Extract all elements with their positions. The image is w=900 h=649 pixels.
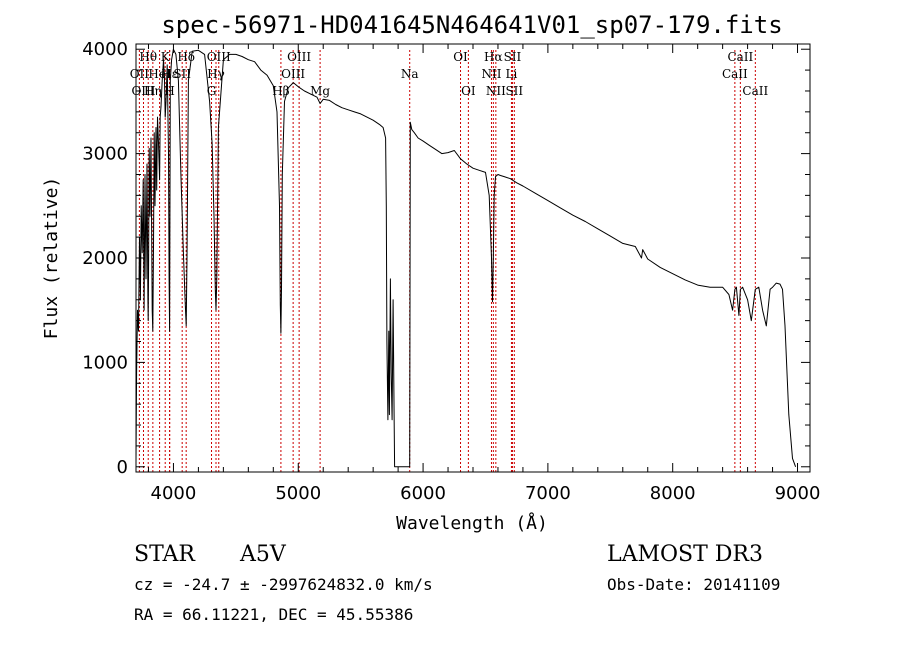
object-class: STAR: [134, 542, 196, 567]
spectral-line-label: SII: [504, 50, 522, 64]
survey-name: LAMOST DR3: [607, 542, 763, 567]
x-tick-label: 6000: [400, 483, 446, 504]
spectral-subclass: A5V: [239, 542, 287, 567]
redshift-value: cz = -24.7 ± -2997624832.0 km/s: [134, 575, 433, 594]
spectral-line-label: Li: [506, 67, 518, 81]
spectral-line-label: OIII: [287, 50, 311, 64]
spectrum-series: [135, 48, 797, 468]
y-tick-label: 3000: [82, 144, 128, 165]
spectral-line-label: Hγ: [207, 67, 225, 81]
spectral-line-label: Hα: [484, 50, 503, 64]
spectrum-line: [135, 48, 797, 468]
spectral-line-label: CaII: [722, 67, 748, 81]
chart-title: spec-56971-HD041645N464641V01_sp07-179.f…: [161, 11, 782, 39]
spectral-line-label: OII: [130, 67, 150, 81]
x-tick-label: 5000: [275, 483, 321, 504]
spectral-line-label: Hη: [144, 84, 162, 98]
coordinates: RA = 66.11221, DEC = 45.55386: [134, 605, 413, 624]
spectral-line-label: OIII: [131, 84, 155, 98]
x-tick-label: 7000: [525, 483, 571, 504]
spectral-line-label: OI: [461, 84, 476, 98]
plot-frame: [135, 43, 811, 473]
x-tick-label: 4000: [151, 483, 197, 504]
y-tick-label: 0: [117, 457, 128, 478]
spectral-line-markers: [138, 50, 756, 472]
x-tick-label: 9000: [775, 483, 821, 504]
spectral-line-label: Hθ: [139, 50, 157, 64]
spectral-line-label: H: [164, 84, 174, 98]
spectral-line-label: G: [207, 84, 217, 98]
y-tick-label: 4000: [82, 39, 128, 60]
y-axis-ticks: 0 1000 2000 3000 4000: [82, 39, 810, 478]
y-tick-label: 1000: [82, 352, 128, 373]
spectral-line-label: OIII: [207, 50, 231, 64]
spectral-line-label: K: [161, 50, 171, 64]
y-axis-label: Flux (relative): [41, 177, 62, 340]
y-tick-label: 2000: [82, 248, 128, 269]
spectral-line-label: Na: [401, 67, 419, 81]
spectral-line-label: HeI: [148, 67, 171, 81]
spectral-line-label: Hβ: [272, 84, 289, 98]
spectral-line-label: OIII: [281, 67, 305, 81]
spectral-line-label: SII: [505, 84, 523, 98]
x-axis-ticks: 4000 5000 6000 7000 8000 9000: [147, 44, 821, 504]
x-axis-label: Wavelength (Å): [396, 512, 548, 534]
spectral-line-label: NII: [486, 84, 506, 98]
spectral-line-label: Hε: [161, 67, 178, 81]
x-tick-label: 8000: [650, 483, 696, 504]
spectral-line-label: NII: [481, 67, 501, 81]
spectral-line-label: OI: [453, 50, 468, 64]
observation-date: Obs-Date: 20141109: [607, 575, 780, 594]
spectral-line-label: CaII: [742, 84, 768, 98]
spectral-line-label: CaII: [727, 50, 753, 64]
spectral-line-label: Mg: [310, 84, 330, 98]
